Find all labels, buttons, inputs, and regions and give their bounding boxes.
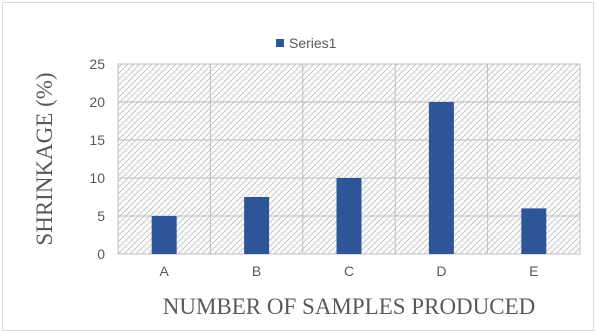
legend-swatch (276, 39, 284, 47)
y-tick-label: 20 (89, 94, 105, 110)
y-tick-label: 5 (97, 208, 105, 224)
x-axis-title: NUMBER OF SAMPLES PRODUCED (163, 294, 536, 319)
y-tick-label: 25 (89, 56, 105, 72)
bar-C (336, 178, 362, 254)
y-tick-label: 10 (89, 170, 105, 186)
x-tick-label: D (436, 263, 446, 279)
bar-B (244, 197, 270, 254)
x-tick-label: E (529, 263, 538, 279)
x-tick-label: A (160, 263, 170, 279)
x-tick-label: B (252, 263, 261, 279)
x-tick-labels: A B C D E (160, 263, 539, 279)
y-tick-label: 15 (89, 132, 105, 148)
y-tick-labels: 0 5 10 15 20 25 (89, 56, 105, 262)
x-tick-label: C (344, 263, 354, 279)
legend-label: Series1 (289, 35, 337, 51)
y-tick-label: 0 (97, 246, 105, 262)
y-axis-title: SHRINKAGE (%) (32, 72, 57, 245)
bar-D (428, 102, 454, 254)
legend: Series1 (276, 35, 337, 51)
bar-E (521, 208, 547, 254)
bar-A (151, 216, 177, 254)
bars (151, 102, 547, 254)
